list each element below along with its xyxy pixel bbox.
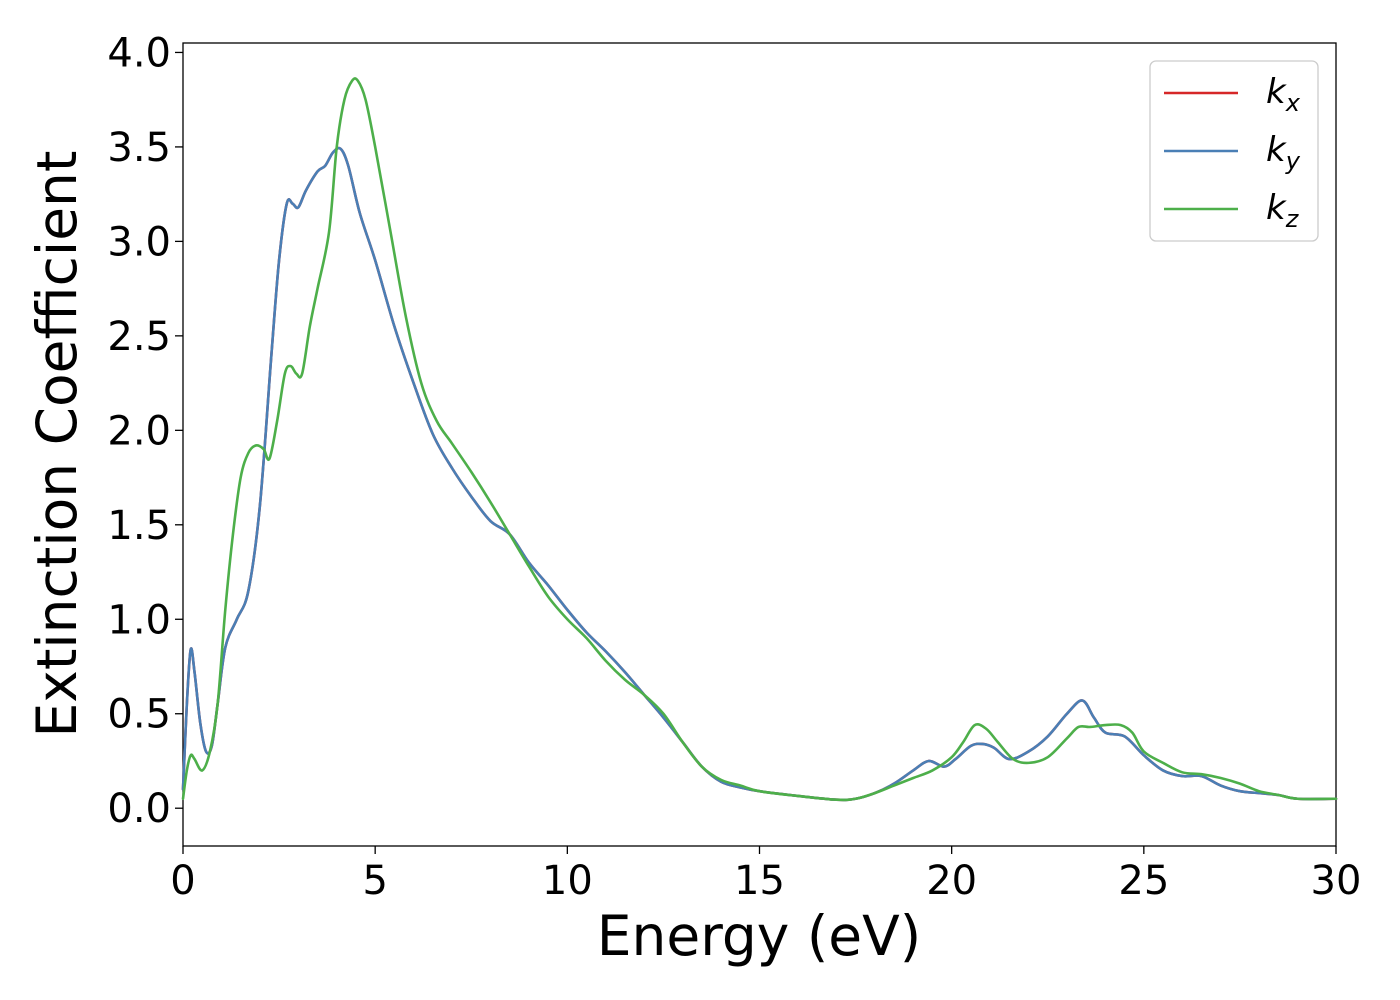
x-tick-label: 20: [926, 858, 977, 904]
y-tick-label: 2.5: [107, 314, 171, 360]
x-tick-label: 5: [362, 858, 387, 904]
y-axis-ticks: 0.0 0.5 1.0 1.5 2.0 2.5 3.0 3.5 4.0: [107, 30, 183, 832]
x-tick-label: 30: [1311, 858, 1362, 904]
x-axis-ticks: 0 5 10 15 20 25 30: [170, 846, 1361, 904]
y-tick-label: 2.0: [107, 408, 171, 454]
legend-label-y: ky: [1266, 130, 1301, 175]
legend: kx ky kz: [1149, 60, 1319, 242]
legend-items: kx ky kz: [1164, 72, 1301, 233]
x-tick-label: 0: [170, 858, 195, 904]
y-tick-label: 1.0: [107, 597, 171, 643]
legend-label-z: kz: [1266, 188, 1300, 233]
plot-area: 0 5 10 15 20 25 30 0.0 0.5 1.0 1.5 2.0 2.5 3.0 3.5 4.0: [107, 30, 1361, 904]
y-tick-label: 4.0: [107, 30, 171, 76]
y-tick-label: 0.5: [107, 692, 171, 738]
series-line-k-y: [181, 146, 1338, 802]
series-line-k-x: [181, 146, 1338, 802]
y-tick-label: 3.0: [107, 219, 171, 265]
x-tick-label: 25: [1118, 858, 1169, 904]
x-axis-title: Energy (eV): [597, 904, 921, 968]
y-tick-label: 1.5: [107, 503, 171, 549]
legend-label-x: kx: [1266, 72, 1301, 117]
x-tick-label: 10: [542, 858, 593, 904]
series-line-k-z: [181, 77, 1338, 802]
series-layer: [181, 77, 1338, 802]
y-tick-label: 3.5: [107, 125, 171, 171]
y-axis-title: Extinction Coefficient: [25, 151, 89, 738]
y-tick-label: 0.0: [107, 786, 171, 832]
x-tick-label: 15: [734, 858, 785, 904]
